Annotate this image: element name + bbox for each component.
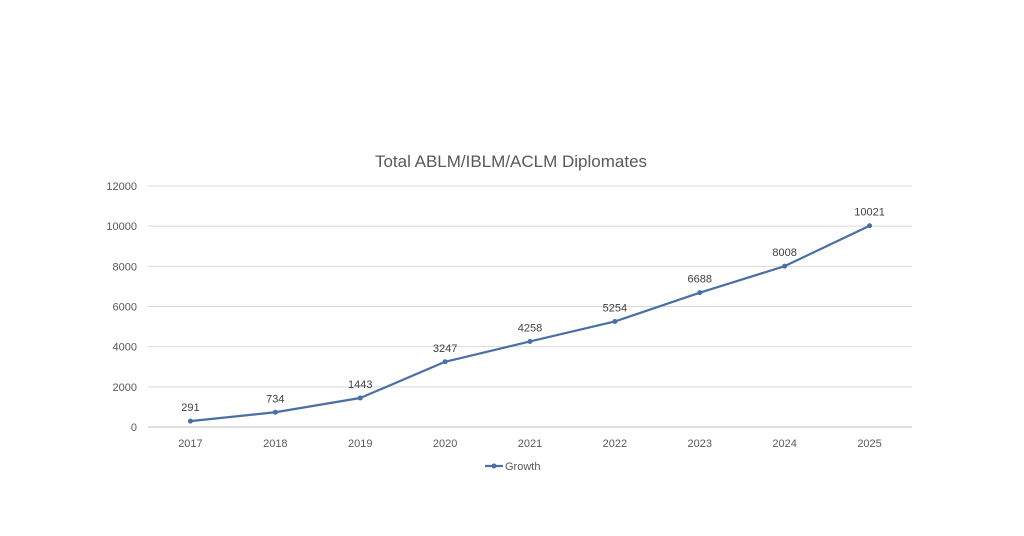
data-point <box>187 418 193 424</box>
gridlines <box>148 185 912 428</box>
legend-marker <box>491 463 497 469</box>
y-tick-label: 4000 <box>113 342 137 354</box>
chart-title: Total ABLM/IBLM/ACLM Diplomates <box>375 152 647 171</box>
y-tick-label: 8000 <box>113 261 137 273</box>
x-tick-label: 2019 <box>348 438 372 450</box>
data-point <box>527 338 533 344</box>
y-tick-label: 6000 <box>113 302 137 314</box>
legend-label-growth: Growth <box>505 461 540 473</box>
data-label: 291 <box>181 402 199 414</box>
x-tick-label: 2017 <box>178 438 202 450</box>
y-tick-label: 0 <box>131 422 137 434</box>
data-point <box>612 318 618 324</box>
x-tick-label: 2018 <box>263 438 287 450</box>
x-axis-ticks: 2017 2018 2019 2020 2021 2022 2023 2024 2025 <box>178 438 882 450</box>
data-label: 6688 <box>688 274 712 286</box>
y-tick-label: 12000 <box>106 181 137 193</box>
series-growth: 291 734 1443 3247 4258 5254 6688 8008 10021 <box>181 207 885 424</box>
y-tick-label: 2000 <box>113 382 137 394</box>
data-label: 1443 <box>348 379 372 391</box>
data-point <box>782 263 788 269</box>
data-label: 3247 <box>433 343 457 355</box>
data-label: 8008 <box>772 247 796 259</box>
x-tick-label: 2024 <box>772 438 796 450</box>
data-point <box>697 290 703 296</box>
y-tick-label: 10000 <box>106 221 137 233</box>
legend: Growth <box>485 461 540 473</box>
y-axis-ticks: 0 2000 4000 6000 8000 10000 12000 <box>106 181 137 434</box>
x-tick-label: 2025 <box>857 438 881 450</box>
x-tick-label: 2023 <box>688 438 712 450</box>
data-point <box>272 409 278 415</box>
data-point <box>867 223 873 229</box>
x-tick-label: 2022 <box>603 438 627 450</box>
x-tick-label: 2020 <box>433 438 457 450</box>
data-point <box>442 359 448 365</box>
data-label: 734 <box>266 393 284 405</box>
data-label: 10021 <box>854 207 885 219</box>
x-tick-label: 2021 <box>518 438 542 450</box>
data-point <box>357 395 363 401</box>
data-label: 4258 <box>518 322 542 334</box>
data-label: 5254 <box>603 302 627 314</box>
